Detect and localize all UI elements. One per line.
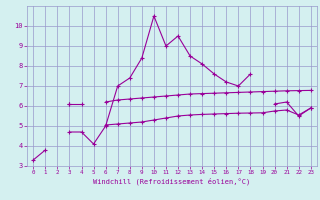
X-axis label: Windchill (Refroidissement éolien,°C): Windchill (Refroidissement éolien,°C) xyxy=(93,178,251,185)
